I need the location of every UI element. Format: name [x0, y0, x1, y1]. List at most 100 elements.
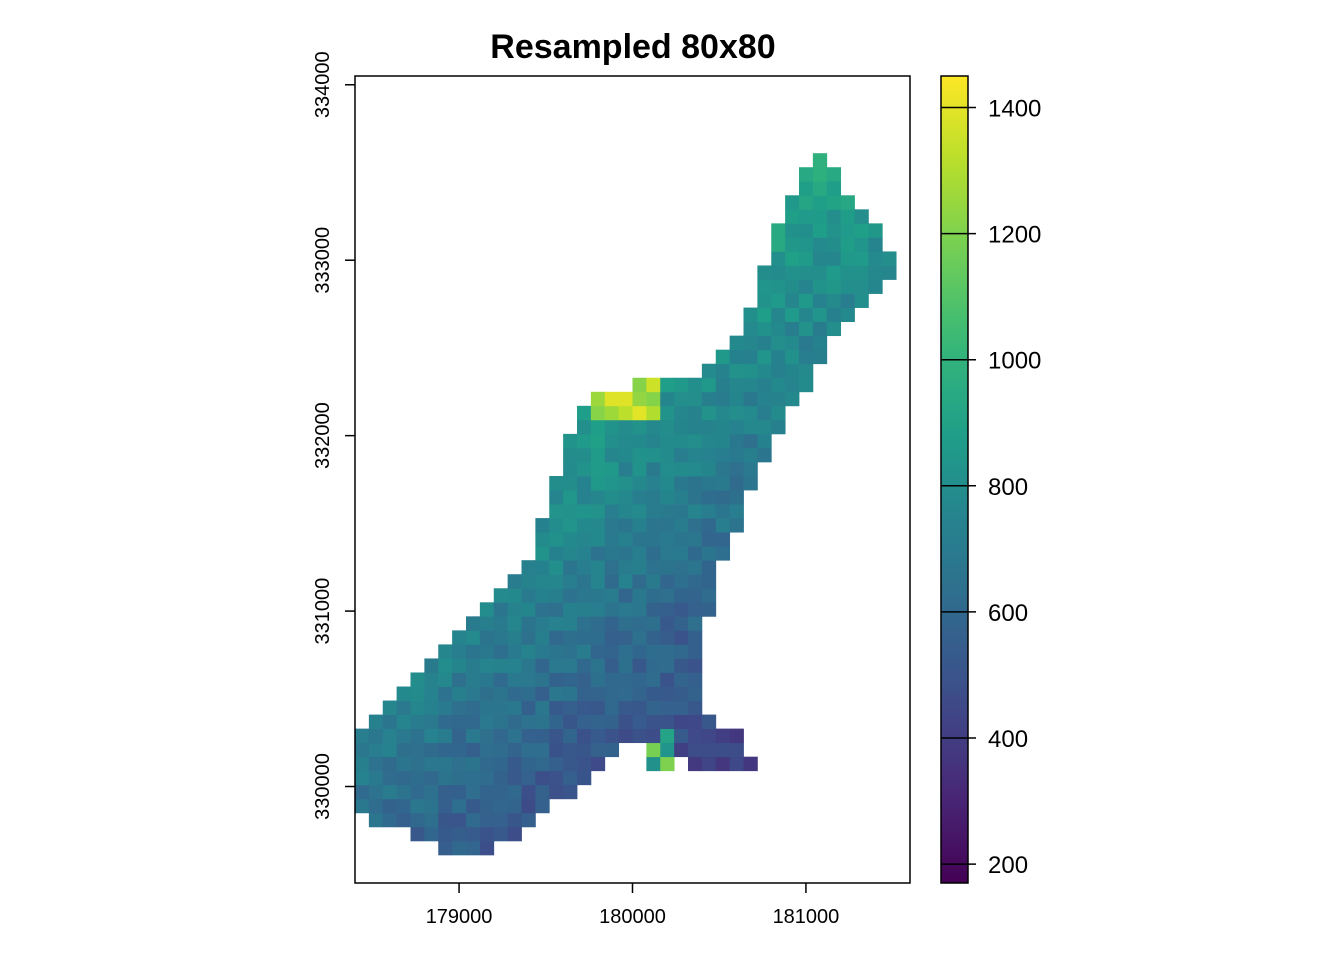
- x-tick-label: 181000: [773, 906, 840, 928]
- raster-cell: [577, 518, 592, 533]
- raster-cell: [424, 798, 439, 814]
- raster-cell: [743, 475, 758, 491]
- raster-cell: [493, 672, 509, 687]
- raster-cell: [868, 223, 883, 238]
- raster-cell: [368, 728, 384, 744]
- raster-cell: [674, 616, 689, 631]
- raster-cell: [812, 195, 828, 210]
- raster-cell: [646, 756, 661, 772]
- raster-cell: [646, 391, 661, 407]
- raster-cell: [701, 377, 717, 393]
- raster-cell: [590, 518, 606, 533]
- raster-cell: [521, 714, 536, 730]
- raster-cell: [410, 756, 425, 772]
- raster-cell: [688, 461, 703, 477]
- raster-cell: [743, 363, 758, 379]
- raster-cell: [438, 644, 453, 659]
- raster-cell: [701, 518, 717, 533]
- raster-cell: [493, 784, 509, 800]
- raster-cell: [618, 391, 633, 407]
- raster-cell: [410, 770, 425, 786]
- raster-cell: [646, 630, 661, 645]
- raster-cell: [660, 630, 675, 645]
- raster-cell: [493, 658, 509, 673]
- raster-cell: [479, 742, 495, 758]
- raster-cell: [382, 798, 398, 814]
- raster-cell: [535, 630, 550, 645]
- raster-cell: [535, 672, 550, 687]
- raster-cell: [577, 490, 592, 505]
- raster-cell: [507, 658, 522, 673]
- raster-cell: [771, 223, 786, 238]
- raster-cell: [438, 700, 453, 715]
- raster-cell: [452, 630, 467, 645]
- raster-cell: [729, 447, 744, 463]
- raster-cell: [590, 672, 606, 687]
- raster-cell: [660, 391, 675, 407]
- raster-cell: [674, 419, 689, 435]
- raster-cell: [840, 223, 855, 238]
- raster-cell: [438, 812, 453, 828]
- raster-cell: [577, 461, 592, 477]
- raster-cell: [563, 770, 578, 786]
- raster-cell: [785, 265, 800, 280]
- raster-cell: [701, 560, 717, 575]
- raster-cell: [466, 686, 481, 701]
- raster-cell: [604, 475, 620, 491]
- raster-cell: [674, 714, 689, 730]
- raster-cell: [674, 742, 689, 758]
- raster-cell: [646, 532, 661, 547]
- raster-cell: [660, 504, 675, 519]
- raster-cell: [840, 195, 855, 210]
- raster-cell: [549, 490, 564, 505]
- raster-cell: [757, 321, 772, 337]
- raster-cell: [535, 518, 550, 533]
- raster-cell: [479, 686, 495, 701]
- raster-cell: [382, 728, 398, 744]
- raster-cell: [854, 223, 869, 238]
- raster-cell: [382, 714, 398, 730]
- raster-cell: [535, 532, 550, 547]
- raster-cell: [604, 644, 620, 659]
- raster-cell: [715, 756, 731, 772]
- raster-cell: [590, 405, 606, 421]
- raster-cell: [826, 307, 842, 323]
- raster-cell: [424, 672, 439, 687]
- raster-cell: [729, 335, 744, 351]
- raster-cell: [660, 433, 675, 449]
- raster-cell: [466, 700, 481, 715]
- raster-cell: [521, 798, 536, 814]
- raster-cell: [521, 616, 536, 631]
- raster-cell: [563, 504, 578, 519]
- raster-cell: [646, 672, 661, 687]
- raster-cell: [826, 265, 842, 280]
- raster-cell: [757, 447, 772, 463]
- raster-cell: [563, 728, 578, 744]
- raster-cell: [396, 742, 411, 758]
- raster-cell: [632, 616, 647, 631]
- raster-cell: [701, 742, 717, 758]
- raster-cell: [771, 363, 786, 379]
- raster-cell: [688, 447, 703, 463]
- raster-cell: [368, 714, 384, 730]
- raster-cell: [563, 686, 578, 701]
- raster-cell: [521, 812, 536, 828]
- raster-cell: [549, 728, 564, 744]
- raster-cell: [577, 686, 592, 701]
- raster-cell: [799, 167, 814, 182]
- raster-cell: [577, 504, 592, 519]
- raster-cell: [549, 588, 564, 603]
- raster-cell: [604, 714, 620, 730]
- y-tick-label: 334000: [312, 51, 334, 118]
- raster-cell: [604, 672, 620, 687]
- raster-cell: [743, 756, 758, 772]
- colorbar: 200 400 600 800 1000 1200 1400: [940, 75, 1041, 884]
- raster-cell: [785, 349, 800, 365]
- raster-cell: [660, 461, 675, 477]
- raster-cell: [438, 756, 453, 772]
- raster-cell: [632, 574, 647, 589]
- raster-cell: [660, 714, 675, 730]
- raster-cell: [535, 770, 550, 786]
- raster-cell: [632, 377, 647, 393]
- raster-cell: [590, 461, 606, 477]
